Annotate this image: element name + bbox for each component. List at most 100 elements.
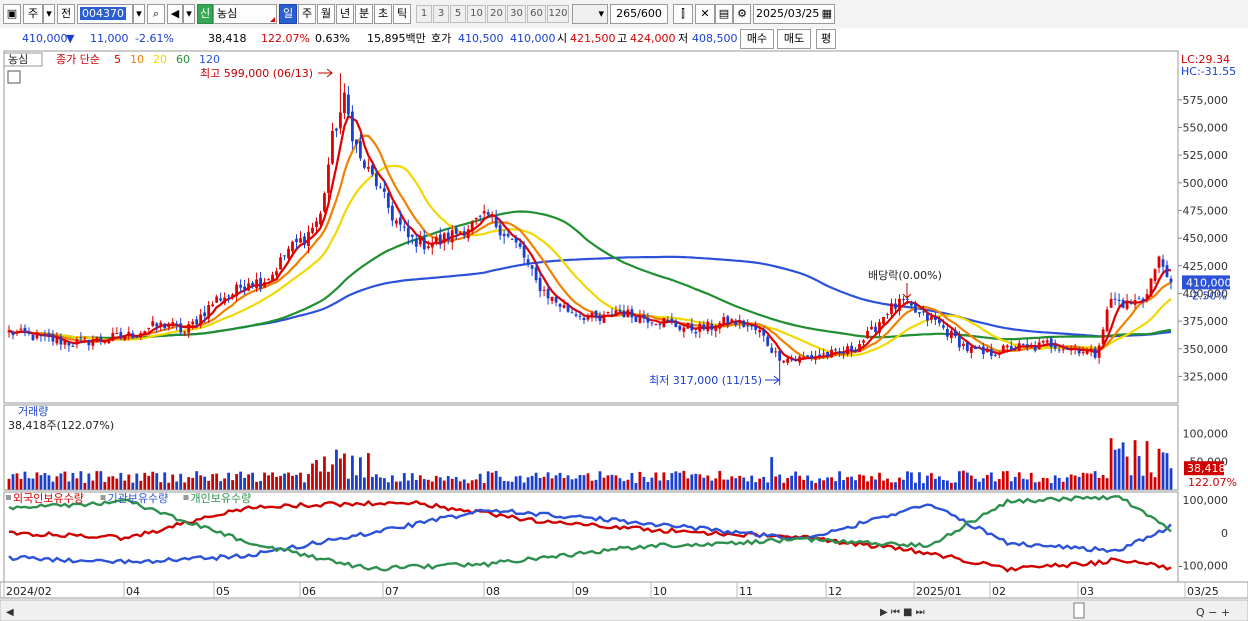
volume-value: 38,418 [208, 32, 247, 45]
candle-body [99, 336, 103, 341]
date-label: 06 [302, 585, 316, 598]
current-price: 410,000 [22, 32, 68, 45]
period-button-4[interactable]: 분 [355, 4, 373, 24]
candle-body [55, 337, 59, 344]
volume-bar [750, 475, 754, 490]
volume-bar [698, 474, 702, 490]
volume-bar [546, 472, 550, 490]
grid-toggle-icon[interactable] [7, 70, 21, 84]
candle-body [1105, 309, 1109, 332]
save-icon[interactable]: ▤ [715, 4, 733, 24]
moving-average-lines [8, 114, 1172, 362]
count-field[interactable]: 265/600 [610, 4, 668, 24]
code-dropdown-icon[interactable]: ▾ [133, 4, 145, 24]
speaker-icon[interactable]: ◀ [167, 4, 183, 24]
volume-bar [989, 472, 993, 490]
interval-button-60[interactable]: 60 [527, 5, 546, 23]
candle-body [682, 327, 686, 332]
volume-bar [1097, 477, 1101, 490]
volume-current-tag: 38,418 [1187, 462, 1226, 475]
ma-legend-5: 5 [114, 53, 121, 66]
period-button-2[interactable]: 월 [317, 4, 335, 24]
volume-bar [23, 471, 27, 490]
sell-button[interactable]: 매도 [777, 29, 811, 49]
candle-body [941, 325, 945, 328]
stock-name-field[interactable]: 농심 [213, 4, 277, 24]
price-change: 11,000 [90, 32, 129, 45]
interval-button-1[interactable]: 1 [416, 5, 432, 23]
candle-body [750, 325, 754, 327]
date-label: 11 [739, 585, 753, 598]
volume-bar [802, 479, 806, 490]
gear-icon[interactable]: ⚙ [733, 4, 751, 24]
candle-body [734, 321, 738, 326]
candle-body [1141, 298, 1145, 302]
candle-body [934, 316, 937, 320]
candle-body [730, 319, 734, 323]
interval-button-20[interactable]: 20 [487, 5, 506, 23]
interval-button-30[interactable]: 30 [507, 5, 526, 23]
chart-area[interactable]: 575,000 550,000 525,000 500,000 475,000 450,0… [0, 50, 1248, 621]
buy-button[interactable]: 매수 [740, 29, 774, 49]
candle-type-icon[interactable]: ⫿ [673, 4, 693, 24]
volume-bar [394, 481, 398, 490]
candle-body [558, 303, 562, 307]
period-button-1[interactable]: 주 [298, 4, 316, 24]
candle-body [323, 193, 326, 212]
date-axis-band [0, 581, 1248, 599]
candle-body [358, 141, 362, 159]
period-button-3[interactable]: 년 [336, 4, 354, 24]
volume-bars [7, 438, 1173, 490]
interval-button-5[interactable]: 5 [450, 5, 466, 23]
code-input[interactable]: 004370 [77, 4, 133, 24]
candle-body [514, 237, 518, 243]
market-select[interactable]: 주 [23, 4, 43, 24]
calendar-icon[interactable]: ▦ [821, 7, 832, 20]
candle-body [1061, 349, 1065, 351]
volume-bar [378, 477, 382, 490]
period-button-6[interactable]: 틱 [393, 4, 411, 24]
interval-button-120[interactable]: 120 [547, 5, 569, 23]
search-icon[interactable]: ⌕ [147, 4, 165, 24]
count-dropdown[interactable]: ▾ [572, 4, 608, 24]
market-label: 주 [27, 7, 39, 20]
candle-body [203, 312, 207, 317]
period-button-5[interactable]: 초 [374, 4, 392, 24]
candle-body [414, 239, 418, 247]
volume-bar [870, 476, 873, 490]
eval-button[interactable]: 평 [816, 29, 836, 49]
candle-body [27, 331, 31, 334]
interval-button-3[interactable]: 3 [433, 5, 449, 23]
candle-body [331, 130, 334, 164]
draw-tool-icon[interactable]: ✕ [695, 4, 715, 24]
volume-bar [27, 478, 31, 490]
prev-button[interactable]: 전 [57, 4, 75, 24]
candle-body [953, 330, 957, 337]
candle-body [147, 328, 151, 330]
candle-body [319, 213, 322, 225]
volume-bar [482, 483, 486, 490]
candle-body [31, 334, 35, 340]
price-tick-label: 500,000 [1183, 177, 1229, 190]
candle-body [578, 315, 582, 317]
candle-body [798, 356, 802, 363]
candle-body [434, 236, 438, 242]
scrollbar-track[interactable] [0, 599, 1248, 621]
volume-bar [263, 472, 266, 490]
candle-body [307, 231, 310, 246]
candle-body [474, 217, 478, 220]
volume-bar [414, 479, 418, 490]
volume-bar [930, 473, 933, 490]
candle-body [961, 343, 965, 347]
speaker-dropdown-icon[interactable]: ▾ [183, 4, 195, 24]
window-menu-icon[interactable]: ▣ [3, 4, 21, 24]
volume-bar [1141, 475, 1145, 490]
price-tick-label: 550,000 [1183, 121, 1229, 134]
date-field[interactable]: 2025/03/25 ▦ [753, 4, 835, 24]
volume-bar [215, 473, 219, 490]
market-dropdown-icon[interactable]: ▾ [43, 4, 55, 24]
period-button-0[interactable]: 일 [279, 4, 297, 24]
interval-button-10[interactable]: 10 [467, 5, 486, 23]
volume-bar [426, 479, 430, 490]
scroll-thumb[interactable] [1073, 602, 1085, 619]
